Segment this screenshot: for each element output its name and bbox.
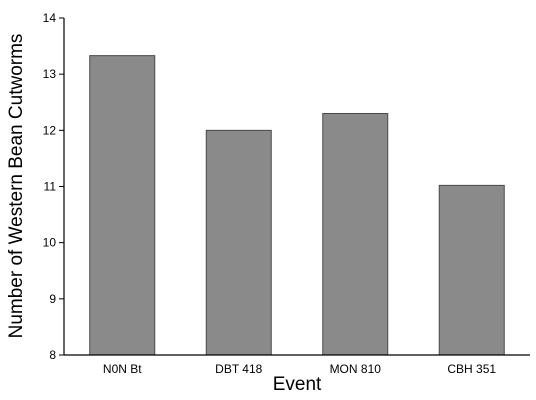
y-tick-label: 11 (44, 180, 57, 194)
x-tick-label: CBH 351 (447, 362, 496, 376)
bar (89, 55, 156, 356)
y-tick-label: 14 (43, 11, 57, 25)
bar (322, 112, 389, 356)
y-axis-ticks: 8 9 10 11 12 13 14 (43, 11, 64, 362)
y-tick-label: 8 (49, 348, 56, 362)
x-axis-ticks: N0N Bt DBT 418 MON 810 CBH 351 (103, 362, 497, 376)
bar (438, 184, 505, 356)
x-tick-label: MON 810 (330, 362, 382, 376)
y-tick-label: 13 (43, 67, 57, 81)
y-tick-label: 12 (43, 123, 57, 137)
y-tick-label: 9 (49, 292, 56, 306)
bar (205, 129, 272, 356)
x-tick-label: DBT 418 (215, 362, 262, 376)
bars-group (89, 55, 505, 356)
x-tick-label: N0N Bt (103, 362, 142, 376)
y-tick-label: 10 (43, 236, 57, 250)
y-axis-title: Number of Western Bean Cutworms (6, 34, 27, 339)
x-axis-title: Event (273, 374, 322, 395)
